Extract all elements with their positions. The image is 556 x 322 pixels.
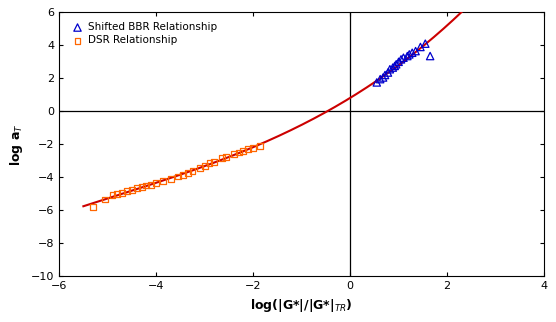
DSR Relationship	[222, 154, 231, 159]
DSR Relationship	[132, 185, 141, 191]
Shifted BBR Relationship	[399, 55, 408, 60]
Shifted BBR Relationship	[408, 50, 416, 55]
Shifted BBR Relationship	[384, 70, 393, 75]
DSR Relationship	[159, 179, 168, 184]
DSR Relationship	[101, 197, 110, 202]
DSR Relationship	[210, 159, 219, 164]
DSR Relationship	[88, 204, 97, 210]
Shifted BBR Relationship	[421, 41, 430, 46]
Shifted BBR Relationship	[403, 53, 412, 59]
DSR Relationship	[166, 176, 175, 182]
DSR Relationship	[234, 150, 243, 155]
DSR Relationship	[142, 183, 151, 188]
DSR Relationship	[137, 185, 146, 190]
Shifted BBR Relationship	[376, 77, 385, 82]
Shifted BBR Relationship	[381, 72, 390, 78]
X-axis label: log(|G*|/|G*|$_{TR}$): log(|G*|/|G*|$_{TR}$)	[250, 297, 353, 314]
Shifted BBR Relationship	[390, 63, 399, 69]
DSR Relationship	[195, 166, 204, 171]
DSR Relationship	[249, 145, 257, 150]
Shifted BBR Relationship	[416, 44, 425, 50]
Shifted BBR Relationship	[385, 67, 394, 72]
Y-axis label: log a$_T$: log a$_T$	[8, 123, 26, 166]
Shifted BBR Relationship	[405, 52, 414, 57]
DSR Relationship	[152, 180, 161, 185]
DSR Relationship	[217, 156, 226, 161]
DSR Relationship	[173, 174, 182, 179]
Shifted BBR Relationship	[388, 65, 397, 70]
DSR Relationship	[108, 193, 117, 198]
DSR Relationship	[205, 161, 214, 166]
DSR Relationship	[147, 182, 156, 187]
Shifted BBR Relationship	[426, 53, 435, 59]
DSR Relationship	[256, 143, 265, 148]
Shifted BBR Relationship	[379, 75, 388, 80]
DSR Relationship	[118, 190, 127, 195]
DSR Relationship	[200, 163, 209, 168]
DSR Relationship	[183, 171, 192, 176]
Shifted BBR Relationship	[394, 59, 403, 64]
Shifted BBR Relationship	[396, 57, 405, 62]
Shifted BBR Relationship	[411, 49, 420, 54]
DSR Relationship	[229, 152, 238, 157]
DSR Relationship	[122, 189, 131, 194]
Legend: Shifted BBR Relationship, DSR Relationship: Shifted BBR Relationship, DSR Relationsh…	[69, 20, 219, 47]
DSR Relationship	[239, 148, 248, 154]
DSR Relationship	[127, 187, 136, 192]
DSR Relationship	[188, 168, 197, 173]
DSR Relationship	[244, 147, 253, 152]
DSR Relationship	[178, 172, 187, 177]
Shifted BBR Relationship	[373, 80, 381, 85]
DSR Relationship	[113, 191, 122, 196]
Shifted BBR Relationship	[392, 62, 401, 67]
